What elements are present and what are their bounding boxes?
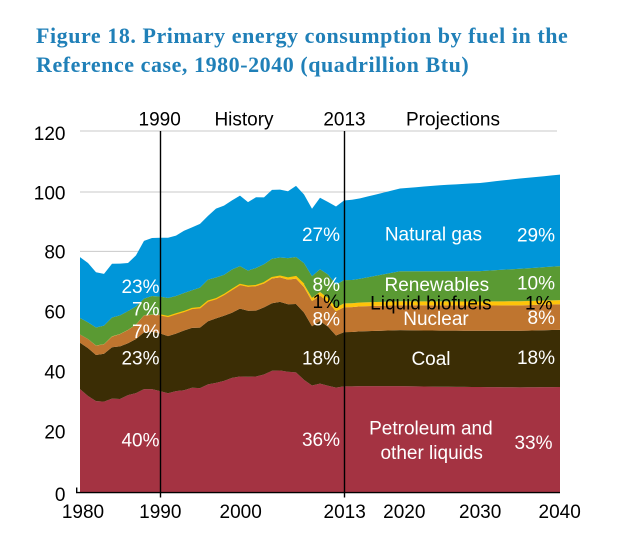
svg-text:1990: 1990 — [139, 502, 181, 523]
svg-text:1%: 1% — [313, 292, 341, 313]
svg-text:7%: 7% — [132, 300, 160, 321]
svg-text:40%: 40% — [121, 431, 159, 452]
svg-text:60: 60 — [44, 302, 65, 323]
svg-text:8%: 8% — [313, 275, 341, 296]
svg-text:120: 120 — [34, 124, 66, 145]
svg-text:other liquids: other liquids — [380, 443, 482, 464]
svg-text:18%: 18% — [517, 348, 555, 369]
svg-text:Coal: Coal — [411, 349, 450, 370]
svg-text:Nuclear: Nuclear — [403, 309, 469, 330]
svg-text:23%: 23% — [121, 277, 159, 298]
svg-text:40: 40 — [44, 363, 65, 384]
svg-text:1980: 1980 — [62, 502, 104, 523]
svg-text:2000: 2000 — [220, 502, 262, 523]
svg-text:33%: 33% — [514, 433, 552, 454]
svg-text:1%: 1% — [525, 294, 553, 315]
svg-text:36%: 36% — [302, 430, 340, 451]
svg-text:Liquid biofuels: Liquid biofuels — [370, 294, 491, 315]
svg-text:18%: 18% — [302, 349, 340, 370]
svg-text:1990: 1990 — [139, 110, 181, 131]
svg-text:0: 0 — [55, 485, 66, 506]
svg-text:80: 80 — [44, 242, 65, 263]
svg-text:10%: 10% — [517, 274, 555, 295]
svg-text:2020: 2020 — [383, 502, 425, 523]
svg-text:2040: 2040 — [539, 502, 581, 523]
svg-text:7%: 7% — [132, 322, 160, 343]
svg-text:29%: 29% — [517, 226, 555, 247]
svg-text:100: 100 — [34, 184, 66, 205]
svg-text:Natural gas: Natural gas — [385, 225, 482, 246]
svg-text:23%: 23% — [121, 349, 159, 370]
svg-text:20: 20 — [44, 423, 65, 444]
svg-text:2013: 2013 — [323, 110, 365, 131]
svg-text:8%: 8% — [313, 310, 341, 331]
svg-text:History: History — [214, 110, 274, 131]
svg-text:Renewables: Renewables — [385, 275, 490, 296]
svg-text:2030: 2030 — [459, 502, 501, 523]
svg-text:27%: 27% — [302, 225, 340, 246]
svg-text:Projections: Projections — [406, 110, 500, 131]
svg-text:2013: 2013 — [324, 502, 366, 523]
svg-text:Petroleum and: Petroleum and — [369, 419, 493, 440]
svg-text:8%: 8% — [528, 308, 556, 329]
